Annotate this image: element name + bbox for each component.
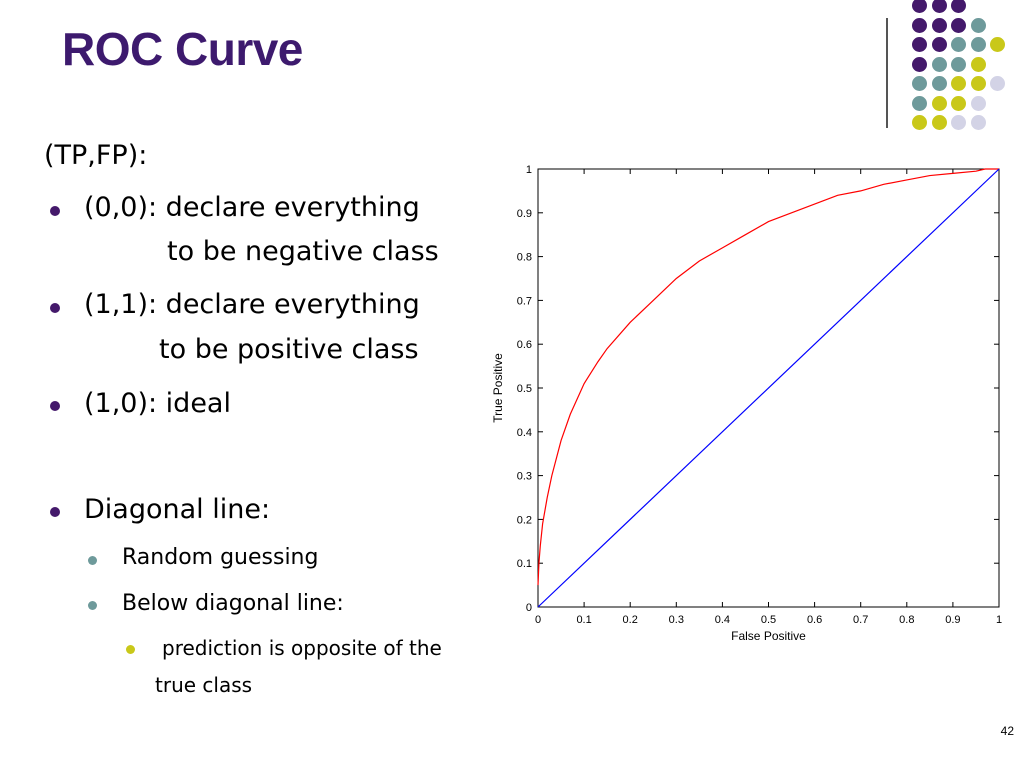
y-tick-label: 0.7: [517, 295, 532, 307]
decorative-dot: [970, 76, 986, 91]
decorative-dot: [970, 17, 986, 33]
bullet-dot: [50, 507, 60, 517]
page-number: 42: [1000, 724, 1014, 738]
slide-body: (TP,FP): (0,0): declare everything to be…: [0, 0, 490, 768]
roc-chart: 0 0.1 0.2 0.3 0.4 0.5 0.6 0.7 0.8 0.9 1 0 0.1 0.2 0.3 0…: [491, 164, 1002, 643]
decorative-dot: [990, 37, 1005, 52]
slide-title: ROC Curve: [62, 23, 303, 75]
decorative-dot: [912, 37, 927, 52]
x-tick-label: 0.6: [807, 614, 822, 626]
x-tick-label: 0.5: [761, 614, 776, 626]
y-tick-label: 0: [526, 602, 532, 614]
subsub-line2: true class: [155, 673, 253, 697]
bullet-1-line1: (0,0): declare everything: [84, 192, 420, 223]
y-tick-label: 0.2: [517, 514, 532, 526]
sub-bullet-dot: [88, 601, 97, 610]
decorative-dot: [951, 0, 966, 13]
decorative-dot: [970, 37, 986, 52]
bullet-2-line2: to be positive class: [159, 334, 419, 365]
x-tick-label: 0.9: [945, 614, 960, 626]
y-tick-label: 0.9: [517, 208, 532, 220]
decorative-dot: [970, 56, 986, 72]
decorative-dot: [951, 56, 966, 72]
decorative-dot: [912, 0, 927, 13]
bullet-dot: [50, 303, 60, 313]
header-divider: [886, 18, 888, 128]
decorative-dot: [912, 76, 927, 91]
bullet-2-line1: (1,1): declare everything: [84, 289, 420, 320]
decorative-dot: [931, 95, 947, 111]
x-axis-label: False Positive: [731, 629, 806, 643]
x-tick-label: 0.4: [715, 614, 730, 626]
decorative-dot: [931, 76, 947, 91]
decorative-dot: [931, 56, 947, 72]
heading-text: (TP,FP):: [44, 140, 148, 171]
x-tick-label: 0.8: [899, 614, 914, 626]
x-tick-label: 0.3: [669, 614, 684, 626]
subitem-below-diagonal: Below diagonal line:: [122, 591, 344, 616]
x-tick-label: 1: [996, 614, 1002, 626]
bullet-1-line2: to be negative class: [167, 236, 439, 267]
decorative-dot: [990, 76, 1005, 91]
bullet-dot: [50, 401, 60, 411]
x-tick-label: 0.2: [623, 614, 638, 626]
decorative-dot: [931, 115, 947, 130]
y-tick-label: 0.1: [517, 558, 532, 570]
subitem-random-guessing: Random guessing: [122, 545, 319, 570]
sub-bullet-dot: [88, 556, 97, 565]
diagonal-line: [537, 168, 1000, 608]
y-tick-label: 0.6: [517, 339, 532, 351]
decorative-dot: [931, 17, 947, 33]
decorative-dot: [951, 37, 966, 52]
subsub-bullet-dot: [126, 645, 135, 654]
y-tick-label: 0.5: [517, 383, 532, 395]
decorative-dot: [951, 115, 966, 130]
y-tick-label: 0.3: [517, 471, 532, 483]
y-tick-label: 1: [526, 164, 532, 176]
decorative-dot: [912, 115, 927, 130]
bullet-dot: [50, 206, 60, 216]
bullet-3-line1: (1,0): ideal: [84, 388, 231, 419]
subsub-line1: prediction is opposite of the: [162, 636, 442, 660]
decorative-dot: [951, 17, 966, 33]
decorative-dot-grid: [0, 0, 1024, 140]
decorative-dot: [970, 115, 986, 130]
y-axis-label: True Positive: [491, 353, 505, 423]
decorative-dot: [931, 0, 947, 13]
decorative-dot: [912, 56, 927, 72]
y-tick-label: 0.8: [517, 252, 532, 264]
x-tick-label: 0.1: [576, 614, 591, 626]
decorative-dot: [951, 76, 966, 91]
diagonal-heading: Diagonal line:: [84, 494, 271, 525]
x-tick-label: 0.7: [853, 614, 868, 626]
decorative-dot: [912, 95, 927, 111]
decorative-dot: [912, 17, 927, 33]
decorative-dot: [931, 37, 947, 52]
y-tick-label: 0.4: [517, 427, 532, 439]
decorative-dot: [970, 95, 986, 111]
roc-curve-line: [537, 168, 999, 586]
decorative-dot: [951, 95, 966, 111]
x-tick-label: 0: [535, 614, 541, 626]
